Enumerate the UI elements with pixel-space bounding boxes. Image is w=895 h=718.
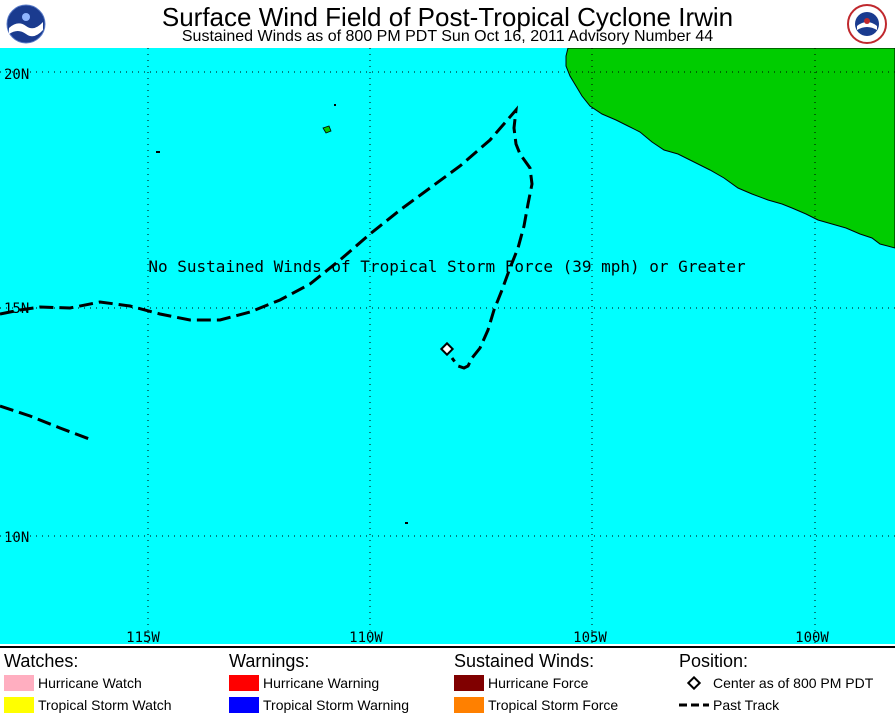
no-winds-message: No Sustained Winds of Tropical Storm For… — [148, 257, 746, 276]
noaa-logo — [6, 4, 46, 44]
land-mexico — [565, 48, 895, 249]
island-socorro — [322, 125, 332, 134]
past-track — [0, 105, 534, 370]
legend-item-tropical-storm-watch: Tropical Storm Watch — [4, 694, 172, 716]
legend-item-tropical-storm-warning: Tropical Storm Warning — [229, 694, 409, 716]
past-track-segment — [0, 404, 93, 442]
lon-label-100w: 100W — [795, 630, 829, 644]
tropical-storm-watch-swatch — [4, 697, 34, 713]
tropical-storm-watch-label: Tropical Storm Watch — [38, 697, 172, 713]
legend-item-center: Center as of 800 PM PDT — [679, 672, 873, 694]
legend-watches-heading: Watches: — [4, 651, 79, 671]
tropical-storm-force-label: Tropical Storm Force — [488, 697, 619, 713]
hurricane-warning-label: Hurricane Warning — [263, 675, 380, 691]
hurricane-force-swatch — [454, 675, 484, 691]
tropical-storm-warning-label: Tropical Storm Warning — [263, 697, 410, 713]
lat-label-10n: 10N — [4, 530, 29, 546]
legend-item-hurricane-watch: Hurricane Watch — [4, 672, 172, 694]
legend: Watches: Hurricane Watch Tropical Storm … — [0, 646, 895, 718]
legend-warnings: Warnings: Hurricane Warning Tropical Sto… — [229, 648, 409, 716]
center-position-marker — [439, 341, 455, 357]
page-subtitle: Sustained Winds as of 800 PM PDT Sun Oct… — [181, 28, 714, 45]
lat-label-20n: 20N — [4, 67, 29, 83]
lon-label-115w: 115W — [126, 630, 160, 644]
hurricane-warning-swatch — [229, 675, 259, 691]
legend-position-heading: Position: — [679, 651, 749, 671]
legend-item-past-track: Past Track — [679, 694, 873, 716]
legend-winds-heading: Sustained Winds: — [454, 651, 595, 671]
center-label: Center as of 800 PM PDT — [713, 675, 874, 691]
header: Surface Wind Field of Post-Tropical Cycl… — [0, 0, 895, 48]
legend-item-hurricane-force: Hurricane Force — [454, 672, 618, 694]
legend-winds: Sustained Winds: Hurricane Force Tropica… — [454, 648, 618, 716]
island-small-1 — [334, 104, 336, 106]
page-title: Surface Wind Field of Post-Tropical Cycl… — [161, 2, 734, 32]
legend-watches: Watches: Hurricane Watch Tropical Storm … — [4, 648, 172, 716]
hurricane-watch-swatch — [4, 675, 34, 691]
legend-item-tropical-storm-force: Tropical Storm Force — [454, 694, 618, 716]
legend-item-hurricane-warning: Hurricane Warning — [229, 672, 409, 694]
legend-position: Position: Center as of 800 PM PDT Past T… — [679, 648, 873, 716]
island-small-2 — [156, 151, 160, 153]
tropical-storm-warning-swatch — [229, 697, 259, 713]
lon-label-110w: 110W — [349, 630, 383, 644]
past-track-label: Past Track — [713, 697, 780, 713]
nws-logo — [847, 4, 887, 44]
legend-warnings-heading: Warnings: — [229, 651, 310, 671]
map-canvas: 20N 15N 10N 115W 110W 105W 100W No Susta… — [0, 48, 895, 644]
hurricane-force-label: Hurricane Force — [488, 675, 589, 691]
past-track-line-icon — [679, 697, 709, 713]
hurricane-watch-label: Hurricane Watch — [38, 675, 142, 691]
tropical-storm-force-swatch — [454, 697, 484, 713]
center-diamond-icon — [679, 675, 709, 691]
island-small-3 — [405, 522, 408, 524]
lon-label-105w: 105W — [573, 630, 607, 644]
